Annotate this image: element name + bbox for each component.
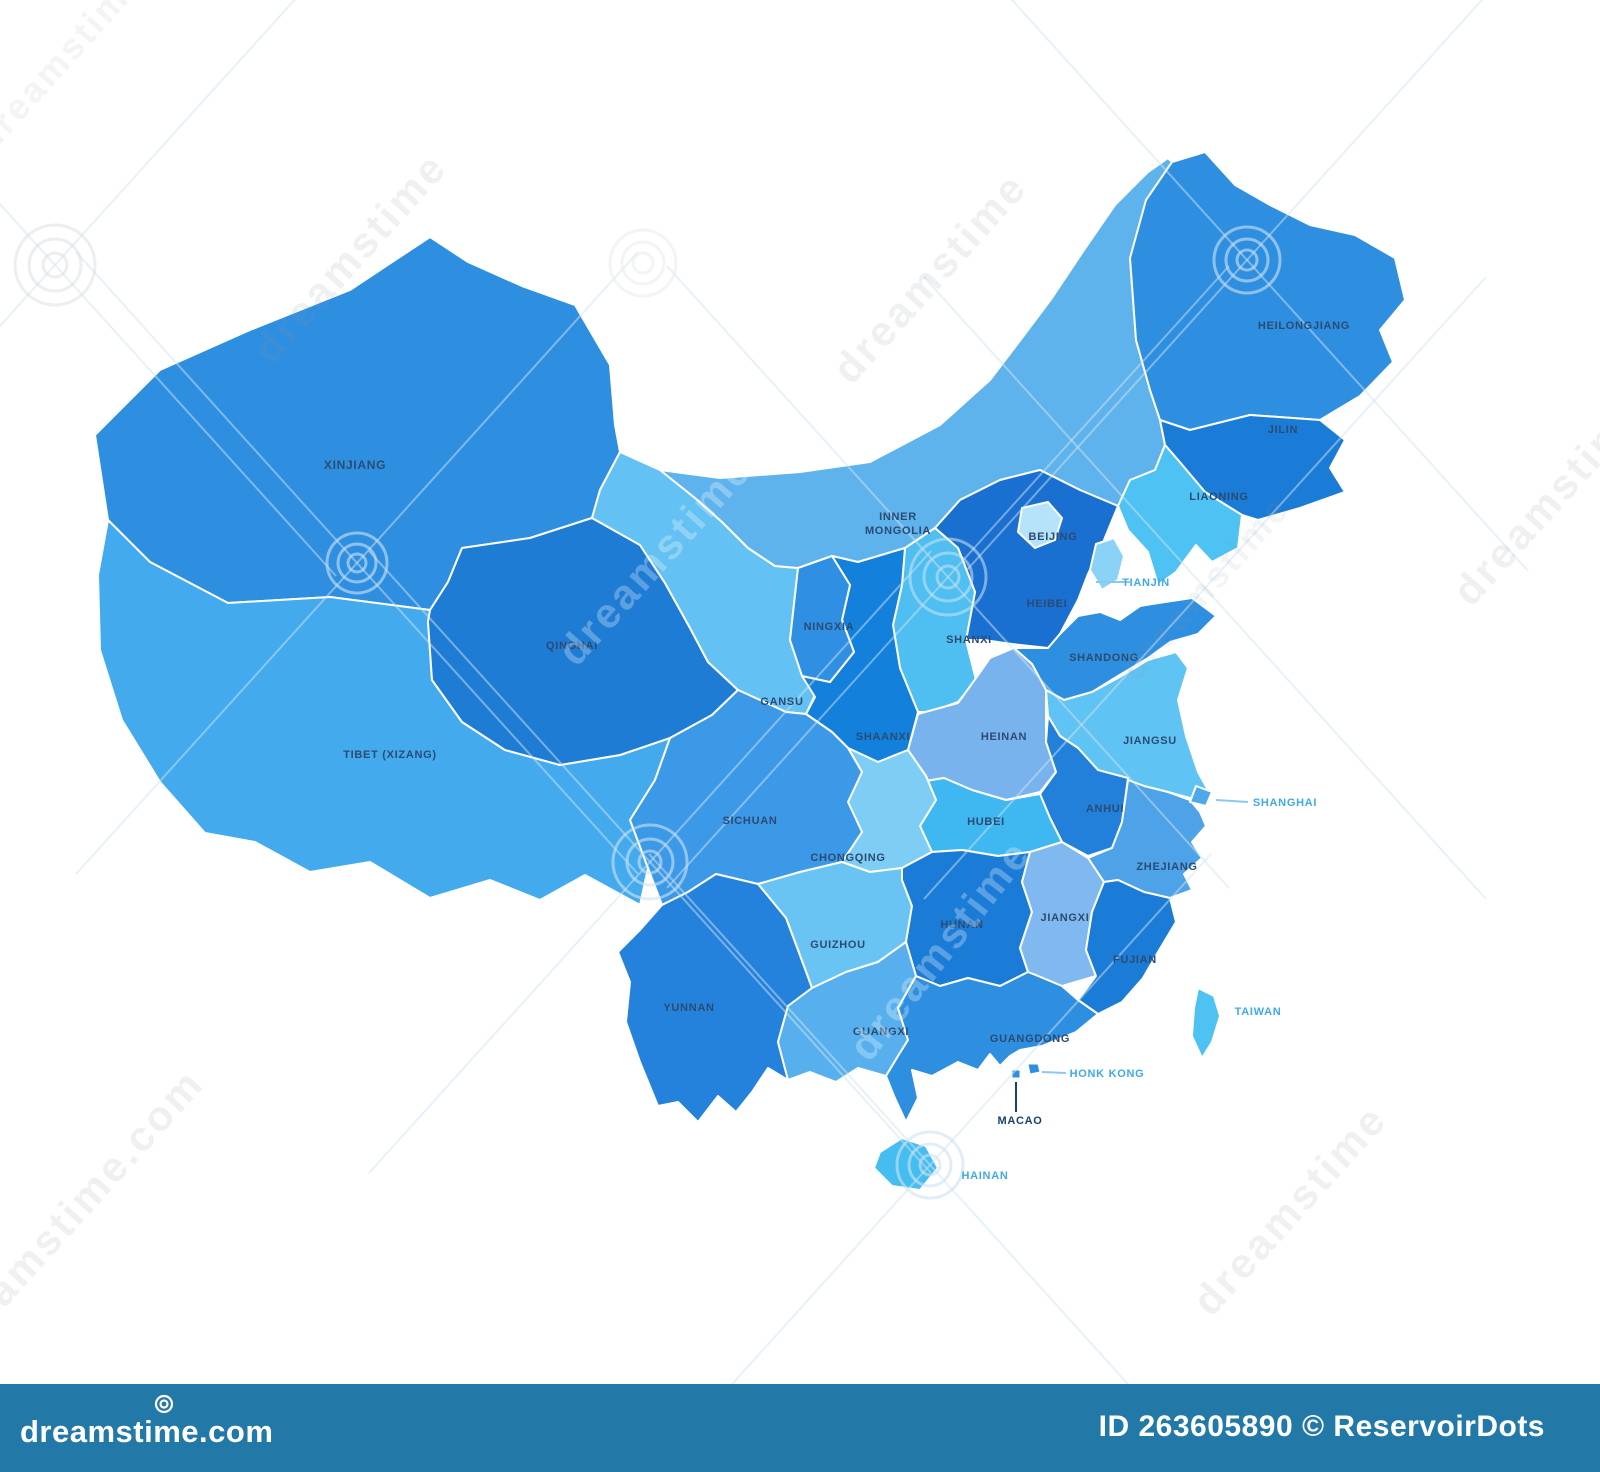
spiral-xinjiang — [325, 531, 389, 595]
leader-lines-layer — [1015, 581, 1249, 1112]
region-hong-kong — [1027, 1063, 1041, 1075]
province-jiangxi — [1019, 841, 1105, 987]
province-shanghai — [1189, 785, 1213, 807]
province-yunnan — [617, 873, 813, 1123]
island-taiwan — [1191, 987, 1221, 1059]
watermark-spirals — [13, 223, 1282, 1200]
region-tianjin — [1089, 537, 1125, 591]
province-liaoning — [1117, 444, 1243, 586]
spiral-northeast — [1212, 225, 1282, 295]
spiral-top-middle — [608, 228, 678, 298]
image-id-credit: ID 263605890 © ReservoirDots — [1098, 1410, 1545, 1443]
spiral-bottom-left — [13, 223, 97, 307]
province-ningxia — [789, 555, 855, 683]
hong-kong-leader-line — [1041, 1071, 1067, 1074]
shanghai-leader-line — [1215, 799, 1249, 803]
spiral-center — [908, 537, 988, 617]
province-hunan — [901, 849, 1033, 987]
dreamstime-logo-text: dreamstime.com — [20, 1414, 274, 1449]
dreamstime-spiral-icon — [154, 1394, 174, 1414]
watermark-cross-lines — [0, 0, 1529, 1472]
watermark-footer-bar: dreamstime.com ID 263605890 © ReservoirD… — [0, 1384, 1600, 1472]
spiral-hainan — [895, 1130, 965, 1200]
provinces-layer — [94, 151, 1406, 1191]
region-beijing — [1017, 501, 1063, 549]
province-guangdong — [885, 971, 1099, 1123]
spiral-sichuan — [611, 823, 689, 901]
province-zhejiang — [1087, 779, 1207, 899]
